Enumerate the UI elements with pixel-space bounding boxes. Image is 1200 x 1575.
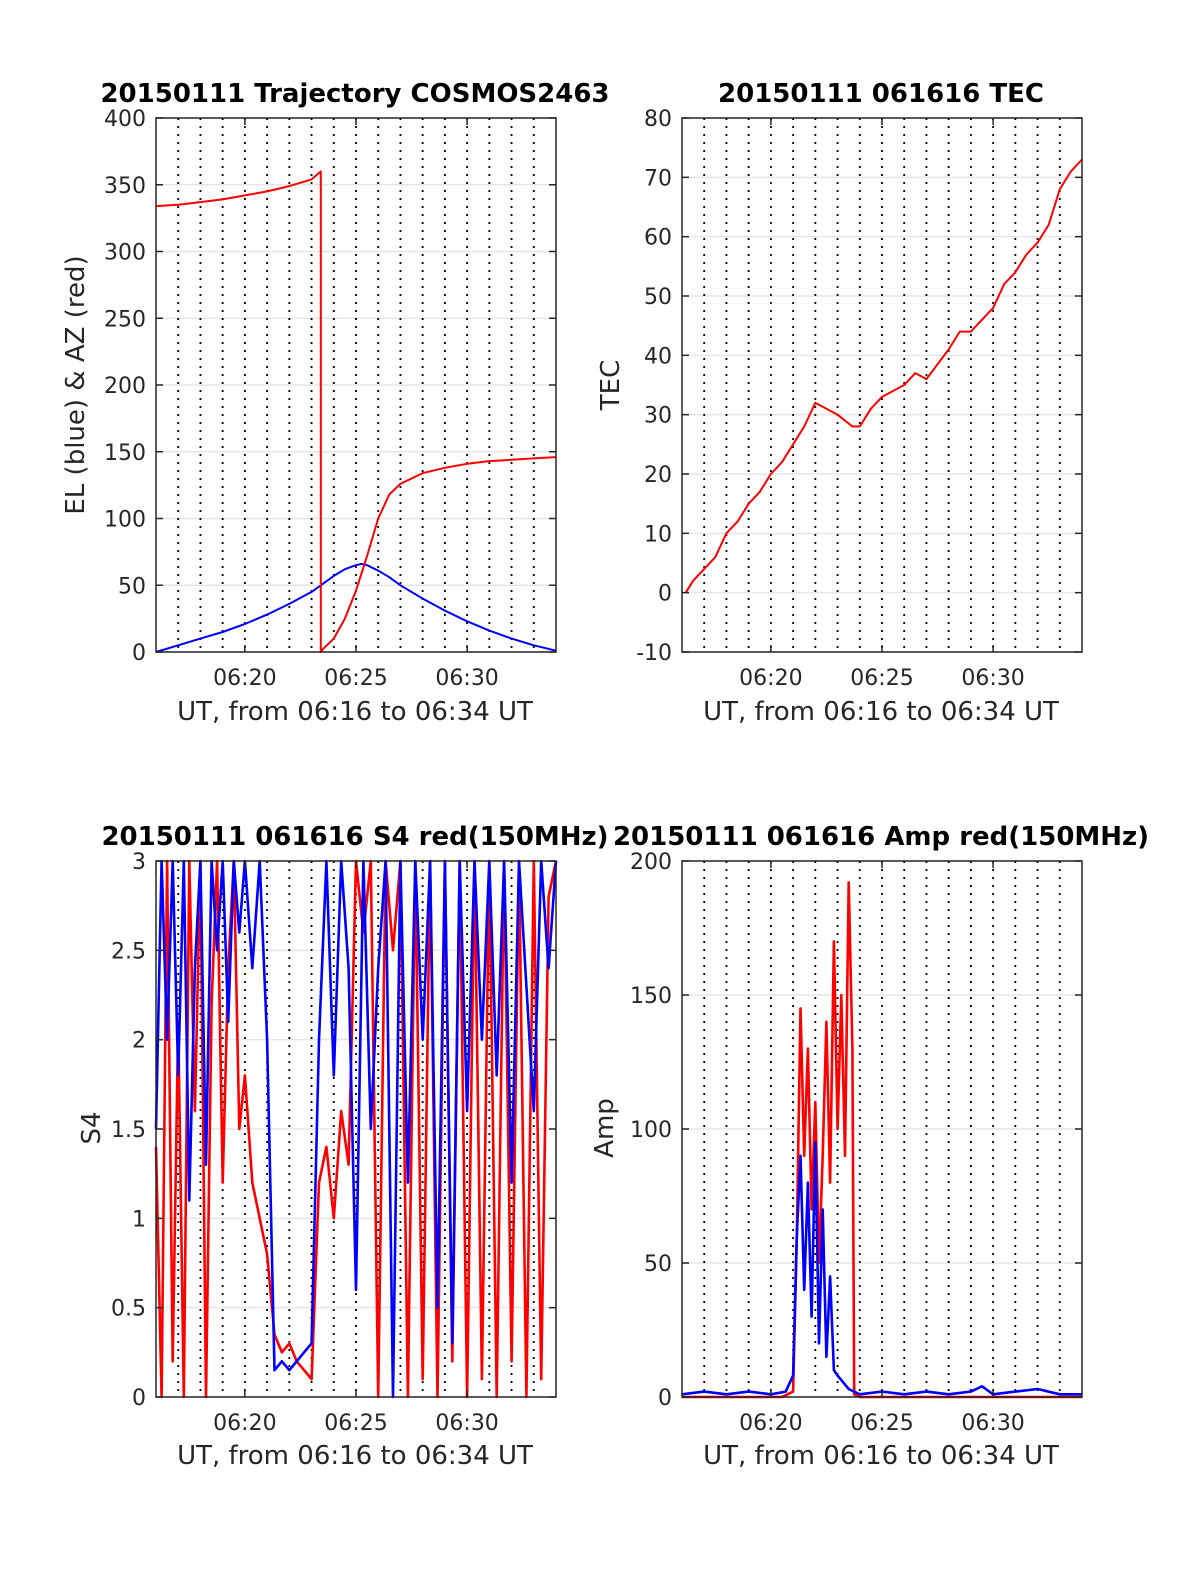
x-tick-label: 06:25 [324,666,387,691]
y-tick-label: 3 [132,850,146,875]
y-axis-label: Amp [590,1098,620,1158]
x-axis-label: UT, from 06:16 to 06:34 UT [177,1441,533,1471]
y-tick-label: 80 [644,107,672,132]
series-line-1 [681,1141,1082,1396]
chart-title: 20150111 061616 TEC [718,79,1044,109]
x-tick-label: 06:25 [850,666,913,691]
x-axis-label: UT, from 06:16 to 06:34 UT [177,697,533,727]
plot-area: 0 50 100 150 200 250 300 350 400 06:20 06:25 06:30 [104,107,557,691]
series-line-1 [155,170,557,653]
y-tick-label: 50 [118,574,146,599]
chart-panel-tec: 20150111 061616 TEC UT, from 06:16 to 06… [596,79,1083,727]
x-tick-label: 06:30 [961,666,1024,691]
chart-panel-s4: 20150111 061616 S4 red(150MHz) UT, from … [77,822,609,1471]
y-tick-label: 0 [658,1386,672,1411]
y-tick-label: 100 [630,1118,672,1143]
y-tick-label: 70 [644,166,672,191]
y-tick-label: 30 [644,404,672,429]
y-tick-label: -10 [636,641,672,666]
chart-panel-trajectory: 20150111 Trajectory COSMOS2463 UT, from … [61,79,610,727]
y-tick-label: 2 [132,1029,146,1054]
y-tick-label: 2.5 [111,939,146,964]
y-tick-label: 50 [644,1252,672,1277]
x-axis-label: UT, from 06:16 to 06:34 UT [703,697,1059,727]
series-line-0 [682,881,1082,1399]
y-tick-label: 60 [644,226,672,251]
y-tick-label: 350 [104,174,146,199]
plot-area: -10 0 10 20 30 40 50 60 70 80 06:20 06:25 06:30 [636,107,1083,691]
y-tick-label: 250 [104,307,146,332]
y-tick-label: 50 [644,285,672,310]
plot-area: 0 50 100 150 200 06:20 06:25 06:30 [630,850,1083,1436]
x-tick-label: 06:30 [435,1411,498,1436]
y-tick-label: 0 [132,641,146,666]
chart-title: 20150111 061616 Amp red(150MHz) [613,822,1149,852]
y-tick-label: 200 [104,374,146,399]
y-tick-label: 20 [644,463,672,488]
series-line-0 [155,562,557,653]
y-axis-label: EL (blue) & AZ (red) [61,255,91,514]
x-tick-label: 06:30 [961,1411,1024,1436]
y-tick-label: 200 [630,850,672,875]
y-tick-label: 150 [104,441,146,466]
y-axis-label: S4 [77,1111,107,1144]
x-axis-label: UT, from 06:16 to 06:34 UT [703,1441,1059,1471]
series-line-0 [154,859,558,1399]
y-tick-label: 0.5 [111,1297,146,1322]
y-tick-label: 1 [132,1207,146,1232]
chart-title: 20150111 061616 S4 red(150MHz) [101,822,608,852]
chart-panel-amp: 20150111 061616 Amp red(150MHz) UT, from… [590,822,1149,1471]
y-tick-label: 0 [658,582,672,607]
x-tick-label: 06:30 [435,666,498,691]
y-axis-label: TEC [596,360,626,411]
x-tick-label: 06:25 [850,1411,913,1436]
x-tick-label: 06:20 [739,1411,802,1436]
x-tick-label: 06:20 [213,1411,276,1436]
y-tick-label: 400 [104,107,146,132]
chart-title: 20150111 Trajectory COSMOS2463 [100,79,609,109]
y-tick-label: 0 [132,1386,146,1411]
y-tick-label: 40 [644,344,672,369]
y-tick-label: 100 [104,508,146,533]
series-line-0 [684,158,1083,594]
x-tick-label: 06:20 [739,666,802,691]
y-tick-label: 1.5 [111,1118,146,1143]
x-tick-label: 06:20 [213,666,276,691]
plot-area: 0 0.5 1 1.5 2 2.5 3 06:20 06:25 06:30 [111,850,558,1436]
y-tick-label: 150 [630,984,672,1009]
y-tick-label: 300 [104,241,146,266]
x-tick-label: 06:25 [324,1411,387,1436]
y-tick-label: 10 [644,522,672,547]
